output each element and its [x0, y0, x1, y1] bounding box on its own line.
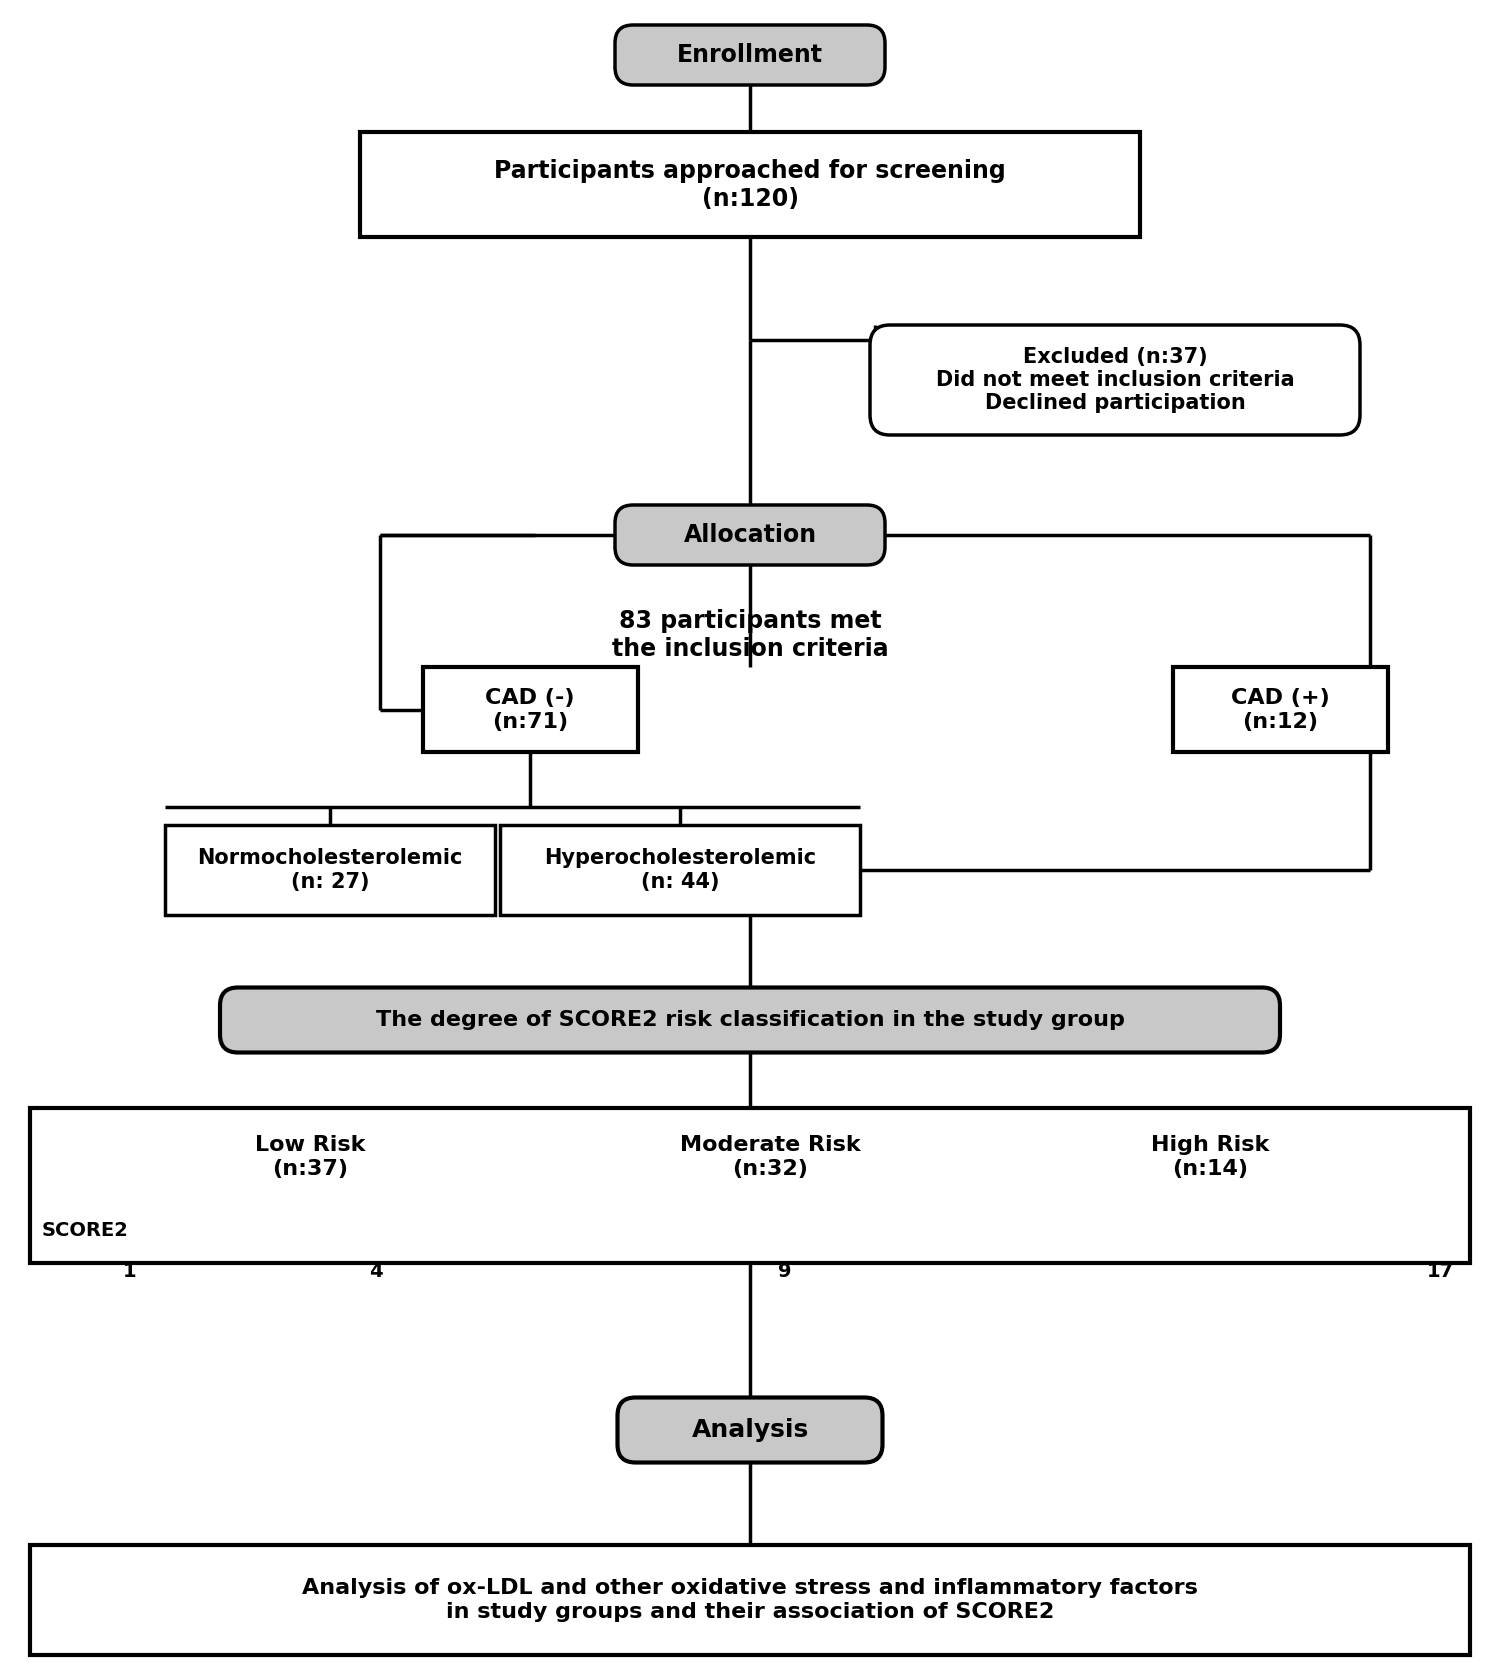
- FancyBboxPatch shape: [1172, 667, 1387, 753]
- FancyBboxPatch shape: [615, 25, 886, 85]
- Text: CAD (+)
(n:12): CAD (+) (n:12): [1231, 689, 1330, 732]
- FancyBboxPatch shape: [30, 1108, 1469, 1262]
- FancyBboxPatch shape: [422, 667, 638, 753]
- FancyBboxPatch shape: [360, 132, 1139, 238]
- Text: Analysis: Analysis: [692, 1418, 809, 1441]
- Text: Analysis of ox-LDL and other oxidative stress and inflammatory factors
in study : Analysis of ox-LDL and other oxidative s…: [302, 1579, 1198, 1622]
- FancyBboxPatch shape: [500, 825, 860, 915]
- Text: Low Risk
(n:37): Low Risk (n:37): [255, 1135, 365, 1178]
- FancyBboxPatch shape: [165, 825, 495, 915]
- Text: 1: 1: [123, 1262, 137, 1280]
- Text: 83 participants met
the inclusion criteria: 83 participants met the inclusion criter…: [612, 608, 889, 660]
- Text: Excluded (n:37)
Did not meet inclusion criteria
Declined participation: Excluded (n:37) Did not meet inclusion c…: [935, 347, 1294, 414]
- Text: High Risk
(n:14): High Risk (n:14): [1151, 1135, 1270, 1178]
- Text: SCORE2: SCORE2: [42, 1220, 129, 1240]
- FancyBboxPatch shape: [871, 325, 1360, 436]
- Text: Enrollment: Enrollment: [677, 44, 823, 67]
- Text: 9: 9: [778, 1262, 791, 1280]
- Text: The degree of SCORE2 risk classification in the study group: The degree of SCORE2 risk classification…: [375, 1011, 1124, 1031]
- FancyBboxPatch shape: [30, 1545, 1469, 1654]
- Text: 4: 4: [369, 1262, 383, 1280]
- Text: Allocation: Allocation: [683, 523, 817, 546]
- FancyBboxPatch shape: [617, 1398, 883, 1463]
- FancyBboxPatch shape: [615, 504, 886, 565]
- FancyBboxPatch shape: [221, 987, 1280, 1053]
- Text: Normocholesterolemic
(n: 27): Normocholesterolemic (n: 27): [197, 848, 462, 892]
- Text: 17: 17: [1426, 1262, 1453, 1280]
- Text: Participants approached for screening
(n:120): Participants approached for screening (n…: [494, 159, 1006, 211]
- Text: Hyperocholesterolemic
(n: 44): Hyperocholesterolemic (n: 44): [543, 848, 817, 892]
- Text: Moderate Risk
(n:32): Moderate Risk (n:32): [680, 1135, 860, 1178]
- Text: CAD (-)
(n:71): CAD (-) (n:71): [485, 689, 575, 732]
